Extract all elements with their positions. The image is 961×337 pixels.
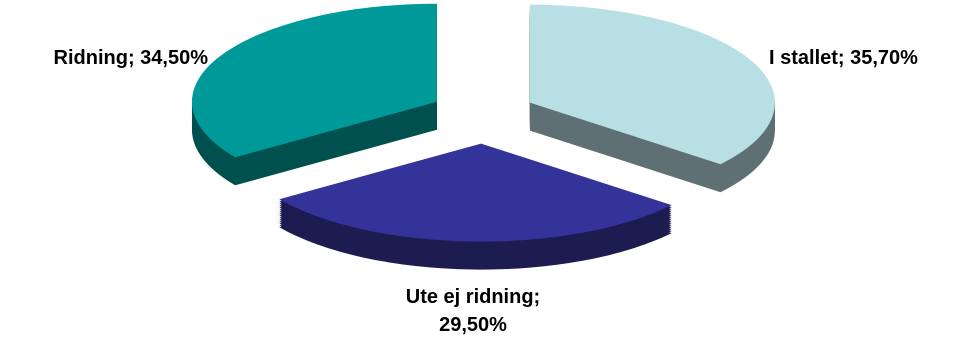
slice-ute-ej-ridning	[279, 143, 672, 242]
slice-i-stallet	[529, 4, 775, 165]
label-ridning: Ridning; 34,50%	[54, 47, 209, 69]
pie-tops	[191, 3, 775, 242]
slice-ridning	[191, 3, 437, 158]
label-ute-ej-ridning: Ute ej ridning;	[406, 286, 540, 308]
label-i-stallet: I stallet; 35,70%	[769, 47, 918, 69]
label-ute-ej-ridning-percent: 29,50%	[439, 314, 507, 336]
